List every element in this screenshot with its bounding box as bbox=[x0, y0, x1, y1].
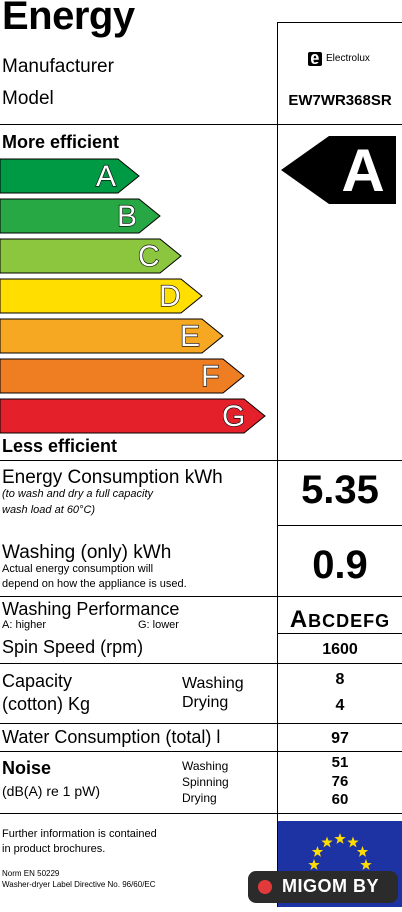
right-column-divider bbox=[277, 22, 278, 460]
divider-spin bbox=[0, 663, 402, 664]
efficiency-bar-letter: D bbox=[158, 279, 181, 313]
capacity-washing-label: Washing bbox=[182, 675, 244, 692]
watermark-text: MIGOM BY bbox=[282, 876, 379, 896]
efficiency-bar-c: C bbox=[0, 238, 182, 274]
efficiency-bar-f: F bbox=[0, 358, 245, 394]
energy-note-line2: wash load at 60°C) bbox=[2, 504, 96, 516]
manufacturer-label: Manufacturer bbox=[2, 56, 114, 77]
efficiency-bar-letter: A bbox=[95, 159, 117, 193]
divider-performance bbox=[278, 633, 402, 634]
energy-consumption-value: 5.35 bbox=[301, 468, 379, 512]
divider-scale bbox=[0, 460, 402, 461]
rating-letter: A bbox=[341, 137, 385, 204]
noise-unit: (dB(A) re 1 pW) bbox=[2, 783, 101, 799]
efficiency-bar-letter: C bbox=[137, 239, 160, 273]
efficiency-bar-letter: E bbox=[179, 319, 201, 353]
model-label: Model bbox=[2, 88, 54, 109]
capacity-washing-value: 8 bbox=[335, 671, 345, 688]
efficiency-bar-letter: G bbox=[221, 399, 246, 433]
eu-star bbox=[308, 859, 320, 870]
eu-star bbox=[311, 846, 324, 857]
water-consumption-value: 97 bbox=[331, 730, 349, 747]
noise-drying-label: Drying bbox=[182, 791, 217, 805]
footer-norm: Norm EN 50229 bbox=[2, 869, 60, 878]
divider-capacity bbox=[0, 723, 402, 724]
energy-note-line1: (to wash and dry a full capacity bbox=[2, 488, 154, 500]
performance-lower: G: lower bbox=[138, 619, 179, 631]
water-consumption-label: Water Consumption (total) l bbox=[2, 727, 221, 747]
label-title: Energy bbox=[2, 0, 135, 38]
efficiency-bar-b: B bbox=[0, 198, 161, 234]
divider-header bbox=[0, 124, 402, 125]
noise-washing-value: 51 bbox=[331, 754, 349, 771]
efficiency-bar-letter: F bbox=[200, 359, 220, 393]
washing-energy-note-line2: depend on how the appliance is used. bbox=[2, 578, 187, 590]
spin-speed-label: Spin Speed (rpm) bbox=[2, 637, 144, 657]
electrolux-logo-icon bbox=[308, 52, 322, 66]
washing-performance-label: Washing Performance bbox=[2, 599, 180, 619]
capacity-label-line2: (cotton) Kg bbox=[2, 694, 91, 714]
efficiency-bar-a: A bbox=[0, 158, 140, 194]
performance-higher: A: higher bbox=[2, 619, 47, 631]
capacity-drying-label: Drying bbox=[182, 694, 229, 711]
spin-speed-value: 1600 bbox=[322, 641, 358, 658]
eu-star bbox=[356, 846, 369, 857]
efficiency-bar-g: G bbox=[0, 398, 266, 434]
footer-directive: Washer-dryer Label Directive No. 96/60/E… bbox=[2, 880, 156, 889]
value-column-divider bbox=[277, 460, 278, 907]
washing-energy-value: 0.9 bbox=[312, 543, 368, 587]
efficiency-bar-letter: B bbox=[116, 199, 138, 233]
model-number: EW7WR368SR bbox=[288, 92, 392, 109]
eu-star bbox=[360, 859, 372, 870]
footer-info-line1: Further information is contained bbox=[2, 828, 157, 840]
noise-spinning-label: Spinning bbox=[182, 775, 229, 789]
eu-star bbox=[321, 836, 333, 848]
performance-scale: ABCDEFG bbox=[278, 606, 402, 634]
noise-drying-value: 60 bbox=[331, 791, 349, 808]
brand-name: Electrolux bbox=[326, 53, 370, 64]
more-efficient-label: More efficient bbox=[2, 132, 120, 152]
efficiency-bar-d: D bbox=[0, 278, 203, 314]
eu-star bbox=[347, 836, 359, 848]
migom-logo-icon bbox=[258, 880, 272, 894]
capacity-drying-value: 4 bbox=[335, 697, 345, 714]
footer-info-line2: in product brochures. bbox=[2, 843, 106, 855]
divider-energy bbox=[278, 525, 402, 526]
noise-spinning-value: 76 bbox=[331, 773, 349, 790]
top-border bbox=[277, 22, 402, 23]
performance-scale-selected: A bbox=[289, 606, 309, 633]
efficiency-bar-e: E bbox=[0, 318, 224, 354]
noise-washing-label: Washing bbox=[182, 759, 229, 773]
divider-washing bbox=[0, 596, 402, 597]
eu-star bbox=[334, 833, 346, 844]
brand-logo: Electrolux bbox=[308, 52, 378, 68]
performance-scale-rest: BCDEFG bbox=[308, 611, 391, 631]
migom-watermark: MIGOM BY bbox=[248, 871, 398, 903]
divider-water bbox=[0, 751, 402, 752]
rating-arrow bbox=[281, 136, 396, 209]
washing-energy-label: Washing (only) kWh bbox=[2, 542, 172, 563]
energy-consumption-label: Energy Consumption kWh bbox=[2, 467, 223, 488]
capacity-label-line1: Capacity bbox=[2, 671, 73, 691]
divider-noise bbox=[0, 813, 402, 814]
washing-energy-note-line1: Actual energy consumption will bbox=[2, 563, 154, 575]
noise-label: Noise bbox=[2, 758, 52, 778]
less-efficient-label: Less efficient bbox=[2, 436, 118, 456]
